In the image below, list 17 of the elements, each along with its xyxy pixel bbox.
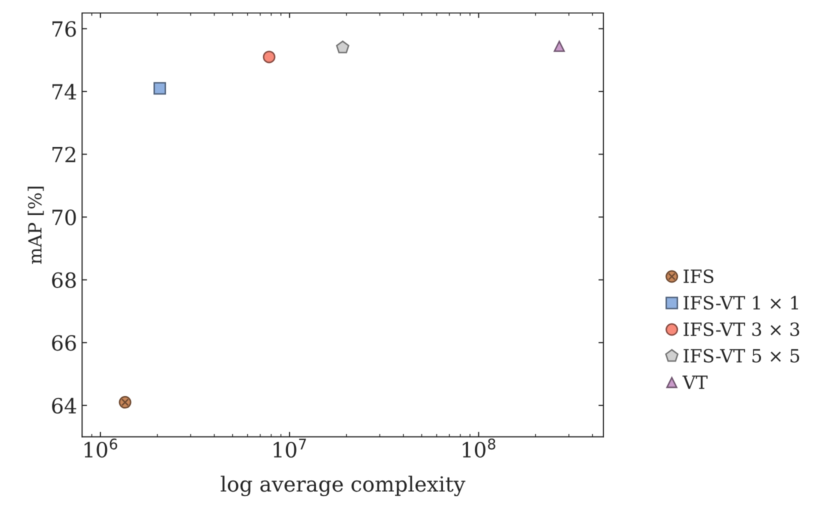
y-tick-label: 68: [52, 272, 76, 288]
legend-label: IFS: [684, 269, 714, 284]
x-tick-label: 10$^{7}$: [274, 438, 306, 458]
y-tick-label: 76: [52, 21, 76, 37]
y-tick-label: 70: [52, 210, 76, 226]
x-axis-title: log average complexity: [220, 476, 466, 496]
y-axis-title: mAP [%]: [28, 186, 44, 264]
y-tick-label: 66: [52, 335, 76, 351]
legend-label: IFS-VT 5 × 5: [684, 348, 800, 363]
y-tick-label: 72: [52, 146, 76, 162]
x-tick-label: 10$^{6}$: [84, 438, 118, 458]
legend-label: IFS-VT 1 × 1: [684, 296, 798, 310]
legend-label: VT: [682, 376, 708, 389]
legend-label: IFS-VT 3 × 3: [684, 322, 800, 336]
y-tick-label: 74: [52, 84, 76, 100]
x-tick-label: 10$^{8}$: [462, 438, 496, 458]
y-tick-label: 64: [52, 398, 76, 414]
